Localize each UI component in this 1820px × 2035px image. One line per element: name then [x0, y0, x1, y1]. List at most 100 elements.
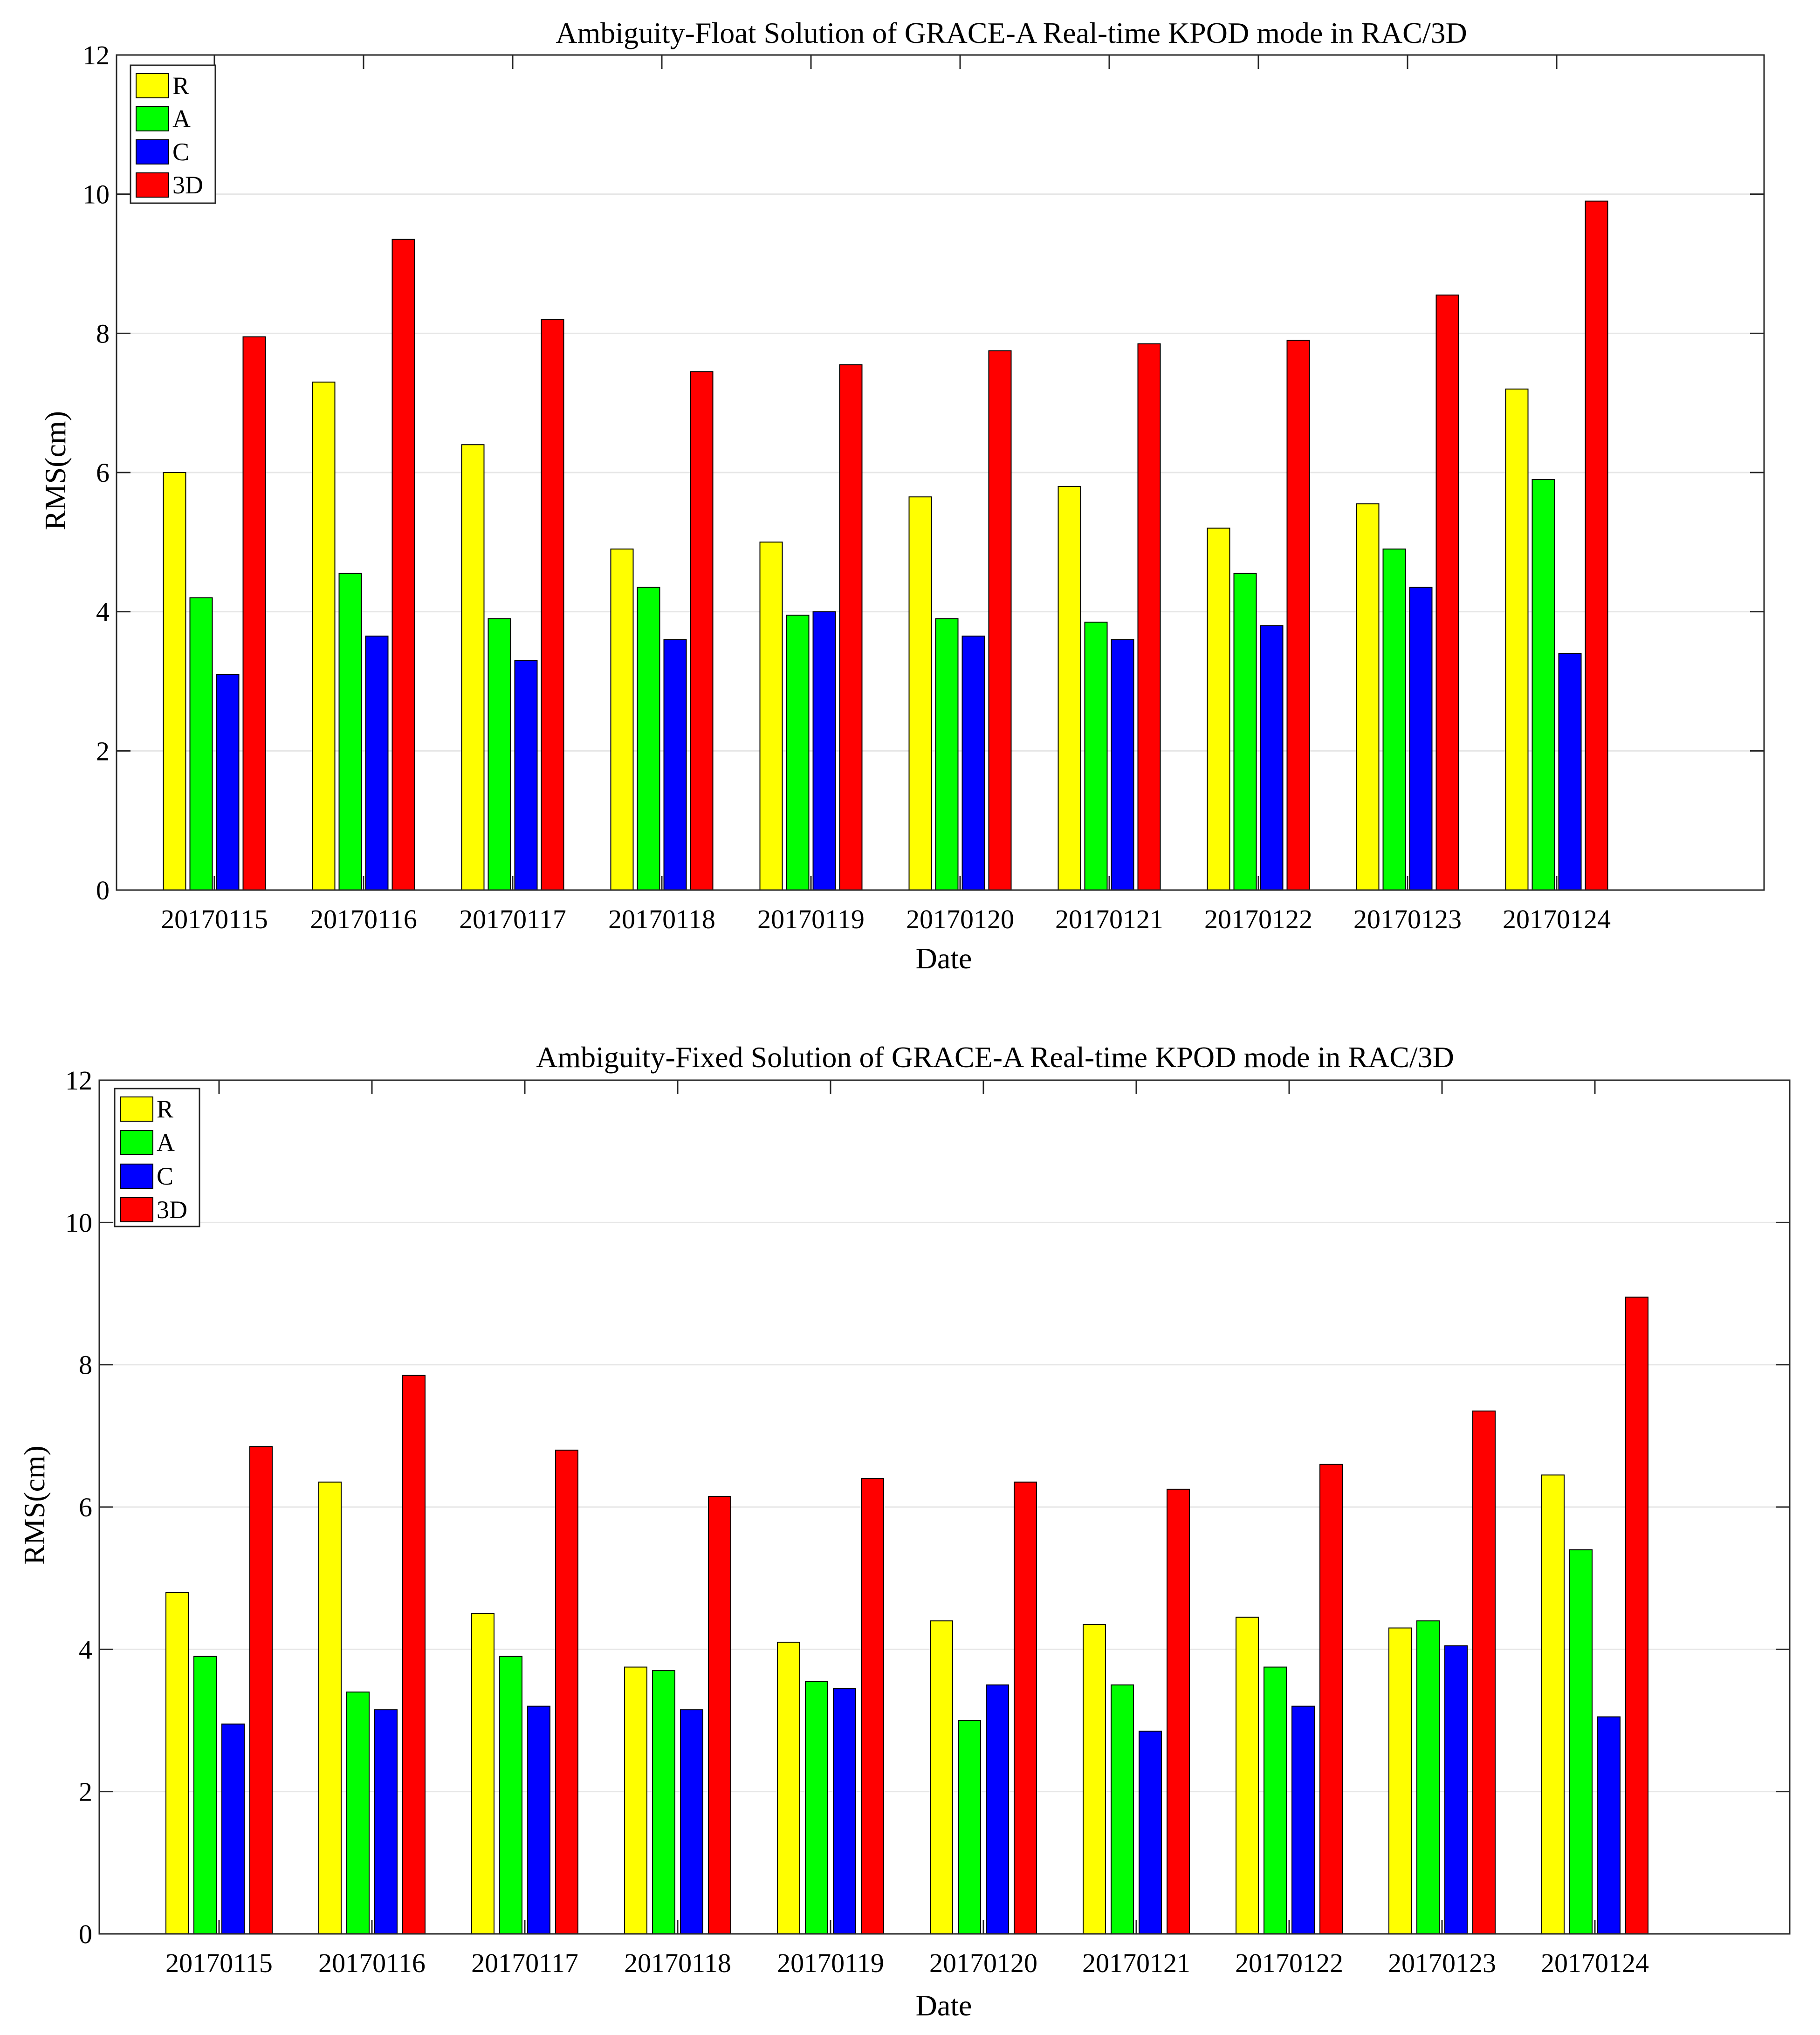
bar-c-20170123	[1410, 587, 1432, 890]
x-axis-label: Date	[916, 1989, 972, 2022]
bar-r-20170118	[611, 549, 633, 890]
bars	[166, 1297, 1648, 1934]
bar-c-20170119	[813, 612, 836, 890]
x-tick-label: 20170122	[1204, 904, 1312, 934]
bar-3d-20170124	[1586, 201, 1608, 890]
legend-label: R	[172, 72, 189, 100]
x-tick-label: 20170116	[310, 904, 417, 934]
y-tick-label: 12	[82, 40, 110, 70]
bar-a-20170124	[1532, 480, 1555, 890]
bar-a-20170116	[339, 574, 362, 890]
bar-r-20170116	[313, 382, 335, 890]
bar-c-20170119	[833, 1688, 856, 1934]
bar-c-20170116	[375, 1710, 397, 1934]
float-solution-chart: Ambiguity-Float Solution of GRACE-A Real…	[39, 16, 1764, 975]
bar-3d-20170118	[691, 371, 713, 890]
bar-3d-20170118	[708, 1496, 731, 1934]
y-axis-label: RMS(cm)	[39, 411, 72, 530]
bar-a-20170118	[652, 1671, 675, 1934]
legend-swatch-a	[136, 107, 169, 131]
bar-c-20170124	[1598, 1717, 1620, 1934]
bar-r-20170122	[1208, 528, 1230, 890]
bar-a-20170123	[1383, 549, 1406, 890]
y-tick-label: 10	[65, 1207, 92, 1238]
bar-3d-20170124	[1626, 1297, 1648, 1934]
x-tick-label: 20170119	[757, 904, 865, 934]
bar-3d-20170117	[542, 319, 564, 890]
bar-3d-20170116	[392, 240, 415, 890]
y-tick-label: 6	[96, 458, 110, 488]
x-tick-label: 20170123	[1353, 904, 1462, 934]
bar-a-20170124	[1570, 1550, 1592, 1934]
bar-a-20170119	[787, 615, 809, 890]
x-tick-label: 20170115	[165, 1948, 273, 1978]
bar-3d-20170121	[1167, 1489, 1189, 1934]
chart-title: Ambiguity-Float Solution of GRACE-A Real…	[556, 16, 1467, 49]
fixed-solution-chart: Ambiguity-Fixed Solution of GRACE-A Real…	[18, 1041, 1790, 2022]
bar-r-20170122	[1236, 1617, 1258, 1934]
bar-3d-20170116	[403, 1376, 425, 1934]
bar-c-20170118	[664, 639, 687, 890]
legend-label: 3D	[172, 171, 203, 199]
bar-r-20170115	[164, 473, 186, 890]
bar-a-20170117	[488, 619, 511, 890]
bar-c-20170121	[1139, 1731, 1161, 1934]
x-tick-label: 20170119	[777, 1948, 884, 1978]
bar-a-20170120	[958, 1720, 981, 1934]
y-tick-label: 12	[65, 1065, 92, 1096]
bar-r-20170120	[930, 1621, 953, 1934]
bar-a-20170118	[638, 587, 660, 890]
y-tick-label: 0	[96, 875, 110, 905]
y-tick-label: 2	[96, 736, 110, 766]
y-tick-label: 4	[96, 597, 110, 627]
bar-c-20170120	[986, 1685, 1009, 1934]
x-tick-label: 20170124	[1503, 904, 1611, 934]
legend-label: C	[172, 138, 189, 166]
bar-3d-20170119	[861, 1479, 884, 1934]
legend-label: A	[172, 105, 191, 133]
bar-3d-20170122	[1320, 1464, 1342, 1934]
bar-a-20170115	[194, 1657, 216, 1934]
bar-3d-20170115	[243, 337, 266, 890]
bar-c-20170115	[217, 674, 239, 890]
y-tick-label: 8	[79, 1350, 92, 1380]
bar-r-20170121	[1083, 1624, 1106, 1934]
bar-r-20170119	[760, 542, 783, 890]
legend: RAC 3D	[130, 65, 215, 203]
x-tick-label: 20170118	[608, 904, 715, 934]
bar-a-20170117	[500, 1657, 522, 1934]
bar-c-20170115	[222, 1724, 244, 1934]
bar-c-20170121	[1112, 639, 1134, 890]
bar-r-20170123	[1357, 504, 1379, 890]
bar-r-20170120	[909, 497, 932, 890]
legend-label: C	[157, 1162, 173, 1190]
x-tick-label: 20170116	[318, 1948, 426, 1978]
bar-r-20170117	[472, 1614, 494, 1934]
y-tick-label: 4	[79, 1634, 92, 1665]
x-tick-label: 20170122	[1235, 1948, 1343, 1978]
bar-3d-20170115	[250, 1446, 272, 1934]
chart-title: Ambiguity-Fixed Solution of GRACE-A Real…	[536, 1041, 1454, 1074]
bar-r-20170121	[1058, 486, 1081, 890]
bar-a-20170121	[1085, 622, 1107, 890]
bar-3d-20170123	[1436, 295, 1459, 890]
bar-a-20170123	[1417, 1621, 1439, 1934]
x-tick-label: 20170117	[459, 904, 566, 934]
bar-r-20170117	[462, 445, 484, 890]
x-axis-label: Date	[916, 942, 972, 975]
bar-r-20170119	[777, 1642, 800, 1934]
bar-c-20170124	[1559, 653, 1581, 890]
x-tick-label: 20170120	[906, 904, 1014, 934]
bar-a-20170115	[190, 598, 213, 890]
bar-3d-20170123	[1473, 1411, 1495, 1934]
y-tick-label: 6	[79, 1492, 92, 1522]
bar-r-20170118	[625, 1667, 647, 1934]
bar-c-20170123	[1445, 1646, 1467, 1934]
bar-a-20170122	[1234, 574, 1257, 890]
legend-label: R	[157, 1095, 173, 1123]
y-tick-label: 8	[96, 318, 110, 349]
bar-c-20170118	[680, 1710, 703, 1934]
bars	[164, 201, 1608, 890]
bar-a-20170116	[347, 1692, 369, 1934]
bar-3d-20170120	[989, 351, 1011, 890]
